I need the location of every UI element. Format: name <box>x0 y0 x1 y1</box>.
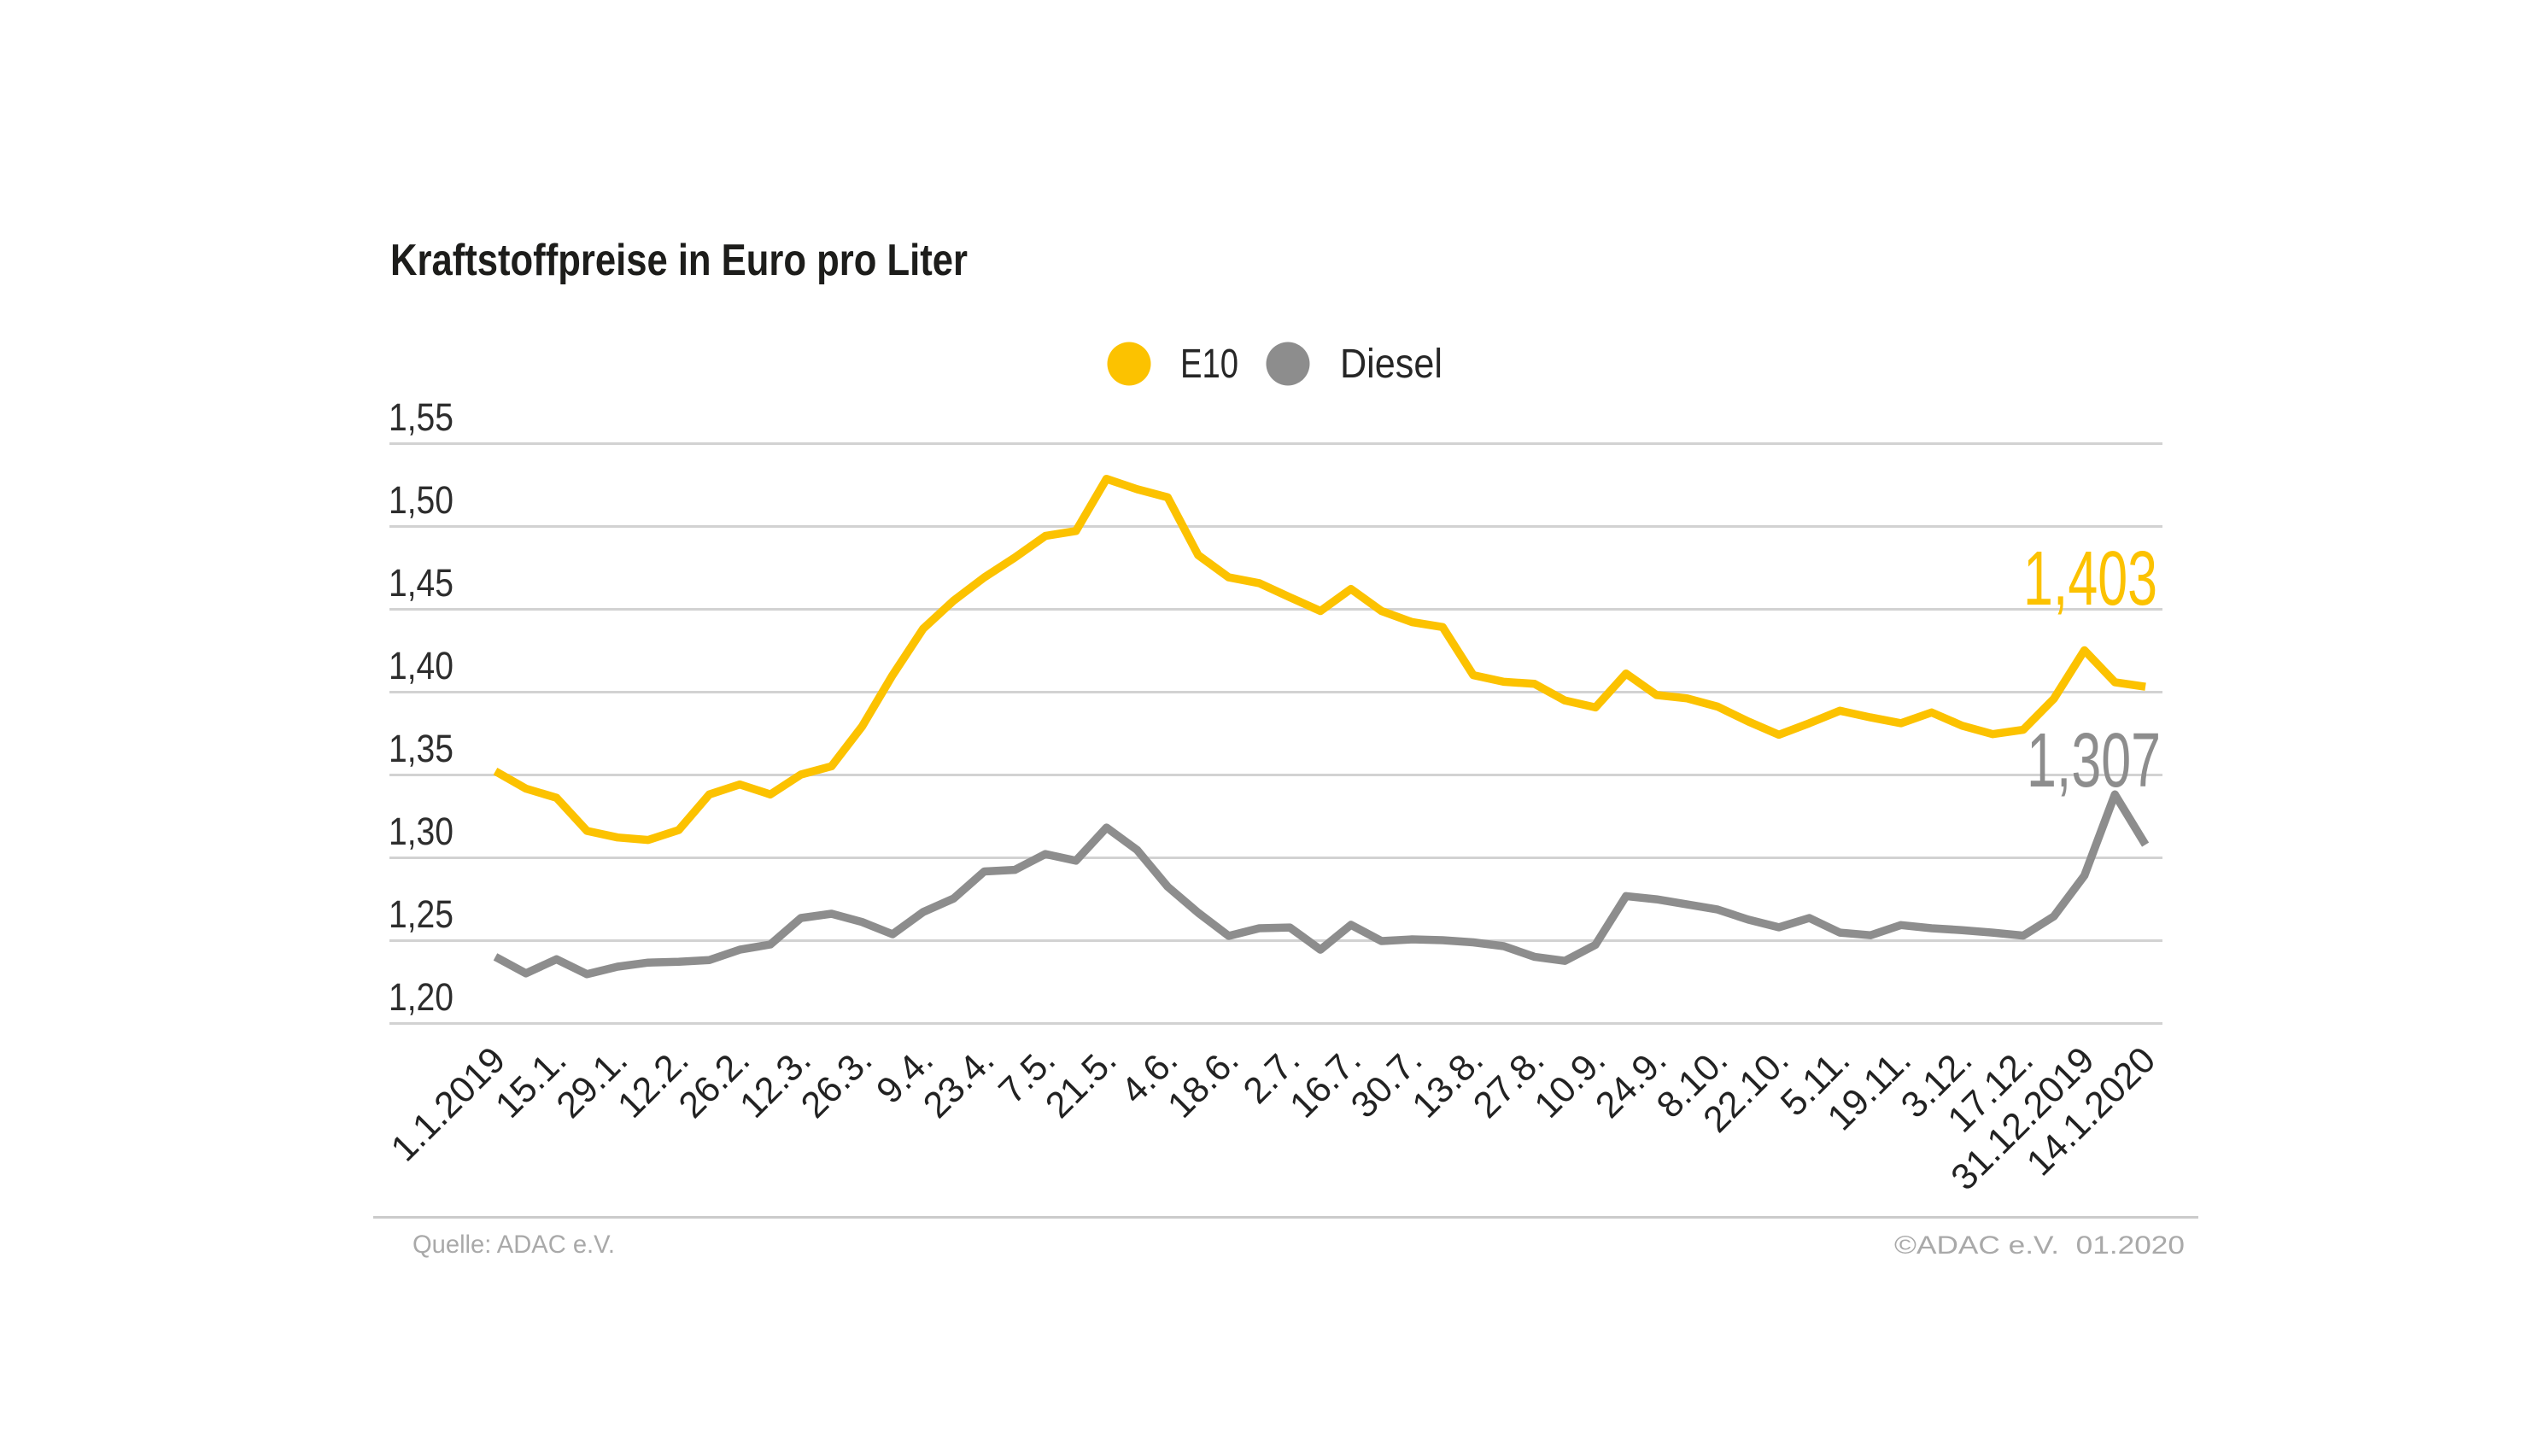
svg-text:1,403: 1,403 <box>2023 536 2157 622</box>
svg-text:©ADAC e.V. 01.2020: ©ADAC e.V. 01.2020 <box>1894 1231 2185 1260</box>
svg-text:1,50: 1,50 <box>389 478 454 522</box>
svg-text:1,55: 1,55 <box>389 395 454 439</box>
svg-text:1,20: 1,20 <box>389 975 454 1019</box>
svg-text:1,307: 1,307 <box>2027 718 2161 804</box>
svg-text:1,45: 1,45 <box>389 561 454 605</box>
svg-text:E10: E10 <box>1180 342 1238 387</box>
svg-text:1,25: 1,25 <box>389 892 454 936</box>
svg-text:Diesel: Diesel <box>1340 342 1442 387</box>
svg-text:Kraftstoffpreise in Euro pro L: Kraftstoffpreise in Euro pro Liter <box>390 236 968 285</box>
svg-text:Quelle: ADAC e.V.: Quelle: ADAC e.V. <box>413 1231 615 1259</box>
svg-text:1,35: 1,35 <box>389 727 454 770</box>
svg-text:1,40: 1,40 <box>389 644 454 687</box>
svg-text:1,30: 1,30 <box>389 810 454 853</box>
